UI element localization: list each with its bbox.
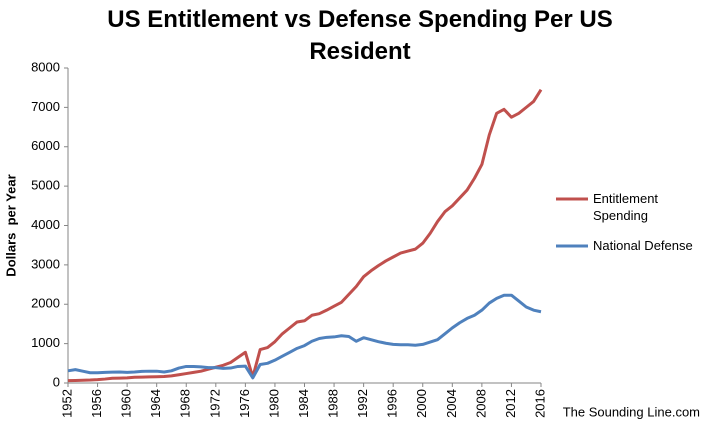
- x-tick-label: 1976: [237, 389, 252, 418]
- chart-title: US Entitlement vs Defense Spending Per U…: [107, 6, 613, 65]
- y-tick-label: 4000: [31, 217, 60, 232]
- series-line: [67, 88, 543, 383]
- x-tick-label: 2012: [503, 389, 518, 418]
- x-tick-label: 2008: [473, 389, 488, 418]
- series-line: [67, 293, 542, 380]
- y-tick-label: 6000: [31, 138, 60, 153]
- y-tick-label: 8000: [31, 59, 60, 74]
- y-tick-label: 0: [53, 374, 60, 389]
- legend-label: Entitlement Spending: [593, 191, 659, 223]
- legend-label: National Defense: [593, 238, 693, 253]
- x-tick-label: 1968: [178, 389, 193, 418]
- x-tick-label: 1952: [59, 389, 74, 418]
- y-axis-label: Dollars per Year: [3, 174, 18, 276]
- source-label: The Sounding Line.com: [563, 404, 700, 419]
- x-tick-label: 1972: [207, 389, 222, 418]
- x-tick-label: 1984: [296, 389, 311, 418]
- y-tick-label: 1000: [31, 335, 60, 350]
- x-tick-label: 1992: [355, 389, 370, 418]
- y-tick-label: 3000: [31, 256, 60, 271]
- x-tick-label: 2016: [532, 389, 547, 418]
- x-tick-label: 1960: [119, 389, 134, 418]
- y-tick-label: 2000: [31, 296, 60, 311]
- x-tick-label: 2000: [414, 389, 429, 418]
- x-tick-label: 1996: [385, 389, 400, 418]
- x-tick-label: 1988: [326, 389, 341, 418]
- y-tick-label: 5000: [31, 178, 60, 193]
- x-tick-label: 1956: [89, 389, 104, 418]
- x-tick-label: 2004: [444, 389, 459, 418]
- x-tick-label: 1964: [148, 389, 163, 418]
- y-tick-label: 7000: [31, 99, 60, 114]
- x-tick-label: 1980: [266, 389, 281, 418]
